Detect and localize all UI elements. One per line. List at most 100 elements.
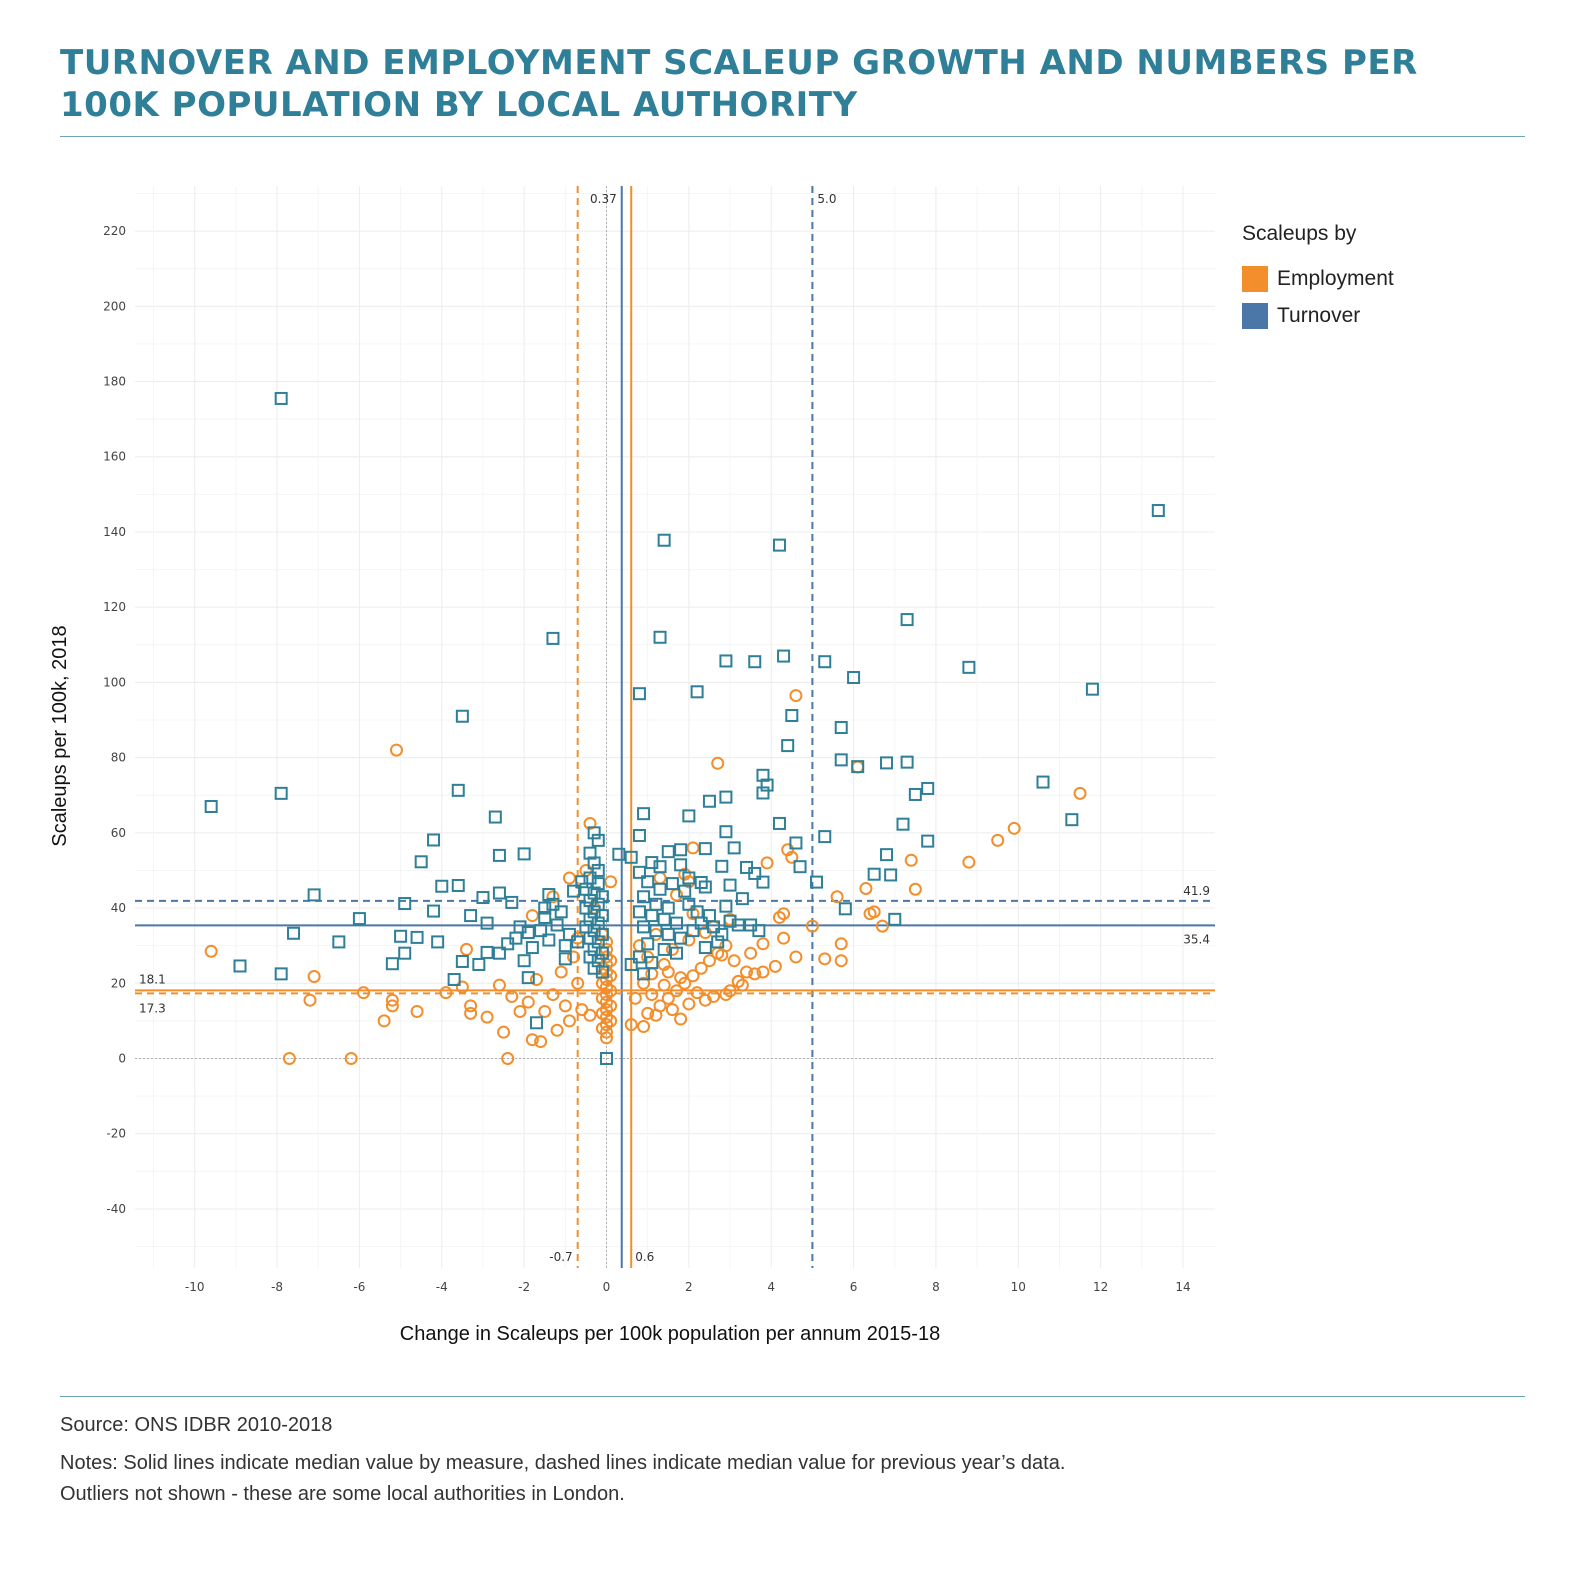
turnover-point — [678, 884, 692, 898]
employment-point — [904, 853, 918, 867]
y-tick-label: -40 — [106, 1202, 126, 1216]
turnover-point — [682, 809, 696, 823]
employment-point — [645, 988, 659, 1002]
employment-point — [991, 833, 1005, 847]
turnover-point — [900, 755, 914, 769]
turnover-point — [398, 946, 412, 960]
employment-point — [686, 841, 700, 855]
employment-point — [546, 890, 560, 904]
employment-point — [653, 871, 667, 885]
employment-point — [748, 967, 762, 981]
employment-point — [628, 991, 642, 1005]
turnover-point — [583, 912, 597, 926]
turnover-point — [591, 916, 605, 930]
turnover-point — [702, 909, 716, 923]
reference-lines: 0.37 5.0 0.6 -0.7 35.4 41.9 18.1 17.3 — [135, 186, 1215, 1268]
employment-point — [674, 971, 688, 985]
turnover-point — [476, 891, 490, 905]
turnover-point — [624, 850, 638, 864]
y-tick-label: 40 — [111, 901, 126, 915]
employment-point — [600, 980, 613, 994]
x-tick-label: -2 — [518, 1280, 530, 1294]
employment-point — [600, 1018, 613, 1032]
employment-point — [756, 965, 770, 979]
employment-point — [670, 984, 684, 998]
turnover-point — [896, 817, 910, 831]
turnover-point — [595, 890, 609, 904]
turnover-point — [632, 950, 646, 964]
employment-point — [562, 1014, 576, 1028]
employment-point — [583, 1008, 597, 1022]
employment-point — [562, 871, 576, 885]
turnover-point — [534, 924, 548, 938]
employment-point — [805, 919, 819, 933]
x-tick-label: -4 — [436, 1280, 448, 1294]
turnover-point — [204, 800, 218, 814]
turnover-point — [352, 912, 366, 926]
turnover-point — [661, 927, 675, 941]
employment-point — [385, 999, 399, 1013]
employment-point — [464, 1006, 478, 1020]
turnover-point — [880, 756, 894, 770]
turnover-point — [595, 946, 609, 960]
employment-point — [789, 689, 803, 703]
notes: Notes: Solid lines indicate median value… — [60, 1448, 1065, 1510]
turnover-point — [385, 957, 399, 971]
employment-point — [529, 973, 543, 987]
employment-point — [682, 997, 696, 1011]
turnover-point — [233, 959, 247, 973]
turnover-point — [834, 753, 848, 767]
turnover-point — [435, 879, 449, 893]
turnover-point — [591, 863, 605, 877]
y-tick-label: 120 — [103, 600, 126, 614]
turnover-point — [558, 939, 572, 953]
turnover-point — [1085, 682, 1099, 696]
employment-point — [715, 948, 729, 962]
y-tick-label: 220 — [103, 224, 126, 238]
employment-point — [789, 950, 803, 964]
turnover-point — [546, 897, 560, 911]
turnover-point — [641, 937, 655, 951]
x-axis-label: Change in Scaleups per 100k population p… — [400, 1323, 940, 1345]
turnover-point — [1151, 504, 1165, 518]
turnover-point — [307, 888, 321, 902]
reference-line-label: 0.37 — [590, 192, 617, 206]
turnover-point — [715, 927, 729, 941]
turnover-point — [665, 877, 679, 891]
y-axis-ticks: -40 -20 0 20 40 60 80 100 120 140 160 180 200 220 — [103, 224, 126, 1216]
turnover-point — [427, 833, 441, 847]
turnover-point — [274, 967, 288, 981]
legend-item-employment: Employment — [1242, 260, 1394, 297]
x-tick-label: 4 — [767, 1280, 775, 1294]
employment-point — [439, 986, 453, 1000]
employment-point — [600, 1010, 613, 1024]
x-tick-label: 0 — [603, 1280, 611, 1294]
turnover-point — [632, 687, 646, 701]
employment-point — [595, 1021, 609, 1035]
turnover-point — [464, 909, 478, 923]
employment-point — [1073, 786, 1087, 800]
turnover-point — [538, 901, 552, 915]
turnover-point — [554, 905, 568, 919]
y-tick-label: 140 — [103, 525, 126, 539]
turnover-point — [492, 946, 506, 960]
reference-line-label: 18.1 — [139, 972, 166, 986]
employment-point — [777, 931, 791, 945]
turnover-point — [410, 930, 424, 944]
employment-point — [558, 999, 572, 1013]
turnover-point — [921, 834, 935, 848]
turnover-point — [591, 877, 605, 891]
reference-line-label: 17.3 — [139, 1001, 166, 1015]
y-tick-label: 20 — [111, 976, 126, 990]
employment-point — [637, 976, 651, 990]
turnover-point — [274, 786, 288, 800]
turnover-point — [637, 967, 651, 981]
turnover-point — [455, 954, 469, 968]
legend: Scaleups by Employment Turnover — [1242, 222, 1394, 334]
x-tick-label: 8 — [932, 1280, 940, 1294]
employment-point — [740, 965, 754, 979]
turnover-point — [595, 927, 609, 941]
employment-point — [661, 965, 675, 979]
y-tick-label: 100 — [103, 675, 126, 689]
turnover-point — [884, 868, 898, 882]
